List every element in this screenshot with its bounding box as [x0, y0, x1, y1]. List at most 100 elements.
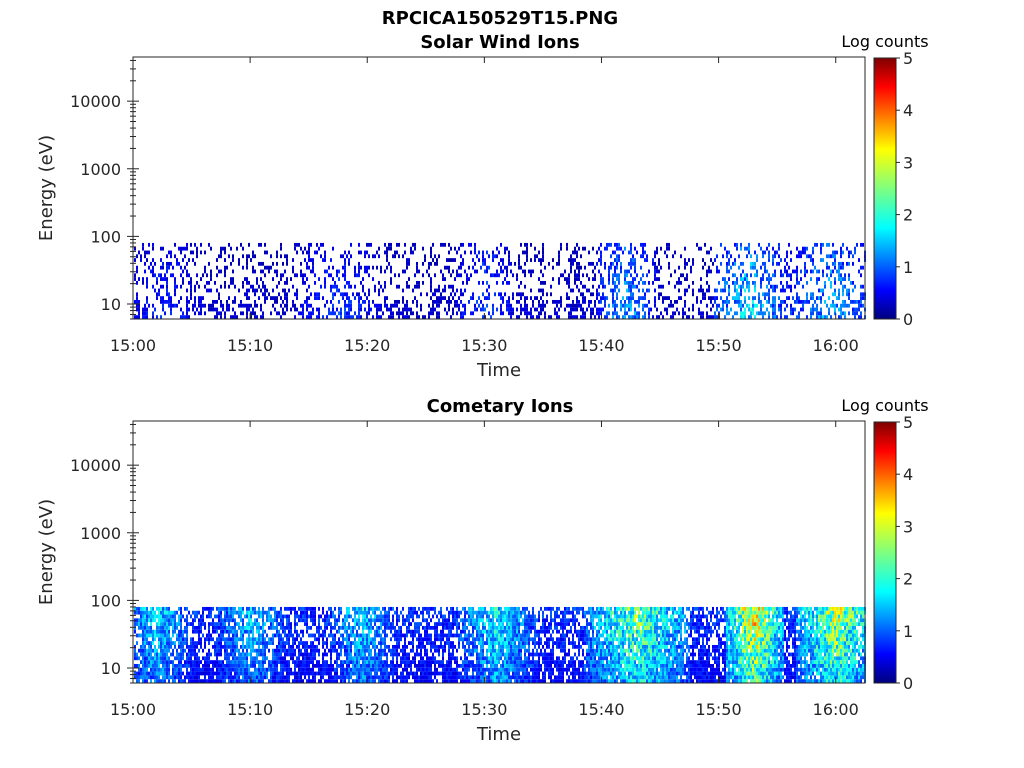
heatmap-cell [656, 307, 658, 312]
heatmap-cell [242, 622, 244, 626]
heatmap-cell [196, 641, 198, 645]
heatmap-cell [190, 660, 192, 664]
heatmap-cell [212, 618, 214, 623]
heatmap-cell [450, 641, 452, 645]
heatmap-cell [358, 292, 360, 297]
heatmap-cell [434, 254, 436, 259]
heatmap-cell [216, 299, 218, 304]
heatmap-cell [256, 277, 258, 281]
heatmap-cell [428, 303, 430, 308]
heatmap-cell [758, 296, 760, 300]
heatmap-cell [216, 644, 218, 649]
heatmap-cell [268, 292, 270, 297]
heatmap-cell [192, 648, 194, 653]
heatmap-cell [432, 644, 434, 649]
heatmap-cell [790, 277, 792, 281]
heatmap-cell [300, 652, 302, 657]
heatmap-cell [564, 269, 566, 274]
heatmap-cell [686, 273, 688, 278]
heatmap-cell [422, 315, 424, 319]
heatmap-cell [628, 250, 630, 255]
heatmap-cell [238, 652, 240, 657]
heatmap-cell [380, 675, 382, 680]
heatmap-cell [436, 644, 438, 649]
heatmap-cell [320, 675, 322, 680]
heatmap-cell [350, 307, 352, 312]
heatmap-cell [440, 269, 442, 274]
heatmap-cell [486, 280, 488, 285]
heatmap-cell [334, 644, 336, 649]
heatmap-cell [576, 254, 578, 259]
heatmap-cell [204, 637, 206, 642]
heatmap-cell [262, 644, 264, 649]
heatmap-cell [162, 622, 164, 626]
heatmap-cell [296, 288, 298, 293]
heatmap-cell [632, 284, 634, 289]
heatmap-cell [742, 280, 744, 285]
heatmap-cell [388, 625, 390, 630]
heatmap-cell [260, 307, 262, 312]
heatmap-cell [456, 648, 458, 653]
heatmap-cell [452, 258, 454, 262]
heatmap-cell [794, 307, 796, 312]
heatmap-cell [368, 652, 370, 657]
heatmap-cell [188, 663, 190, 668]
heatmap-cell [856, 307, 858, 312]
heatmap-cell [306, 641, 308, 645]
heatmap-cell [228, 629, 230, 634]
heatmap-cell [304, 660, 306, 664]
heatmap-cell [442, 633, 444, 638]
heatmap-cell [284, 629, 286, 634]
heatmap-cell [826, 265, 828, 270]
heatmap-cell [310, 633, 312, 638]
heatmap-cell [642, 296, 644, 300]
heatmap-cell [246, 667, 248, 672]
heatmap-cell [142, 633, 144, 638]
heatmap-cell [268, 625, 270, 630]
heatmap-cell [614, 280, 616, 285]
heatmap-cell [286, 261, 288, 266]
heatmap-cell [304, 246, 306, 251]
heatmap-cell [576, 284, 578, 289]
heatmap-cell [218, 637, 220, 642]
heatmap-cell [172, 675, 174, 680]
heatmap-cell [760, 280, 762, 285]
heatmap-cell [568, 296, 570, 300]
heatmap-cell [450, 273, 452, 278]
heatmap-cell [756, 258, 758, 262]
heatmap-cell [140, 625, 142, 630]
heatmap-cell [322, 637, 324, 642]
heatmap-cell [396, 663, 398, 668]
heatmap-cell [286, 622, 288, 626]
heatmap-cell [386, 675, 388, 680]
heatmap-cell [372, 299, 374, 304]
heatmap-cell [592, 261, 594, 266]
heatmap-cell [216, 648, 218, 653]
heatmap-cell [614, 311, 616, 316]
heatmap-cell [406, 258, 408, 262]
heatmap-cell [794, 284, 796, 289]
heatmap-cell [490, 273, 492, 278]
heatmap-cell [668, 246, 670, 251]
heatmap-cell [860, 242, 862, 247]
heatmap-cell [226, 663, 228, 668]
heatmap-cell [224, 679, 226, 683]
heatmap-cell [144, 614, 146, 619]
heatmap-cell [358, 644, 360, 649]
heatmap-cell [768, 273, 770, 278]
heatmap-cell [322, 296, 324, 300]
heatmap-cell [318, 618, 320, 623]
heatmap-cell [370, 606, 372, 611]
heatmap-cell [226, 648, 228, 653]
heatmap-cell [226, 629, 228, 634]
heatmap-cell [434, 675, 436, 680]
heatmap-cell [370, 667, 372, 672]
heatmap-cell [482, 280, 484, 285]
heatmap-cell [478, 258, 480, 262]
heatmap-cell [702, 315, 704, 319]
heatmap-cell [430, 307, 432, 312]
heatmap-cell [204, 656, 206, 661]
heatmap-cell [716, 288, 718, 293]
heatmap-cell [332, 292, 334, 297]
heatmap-cell [304, 606, 306, 611]
